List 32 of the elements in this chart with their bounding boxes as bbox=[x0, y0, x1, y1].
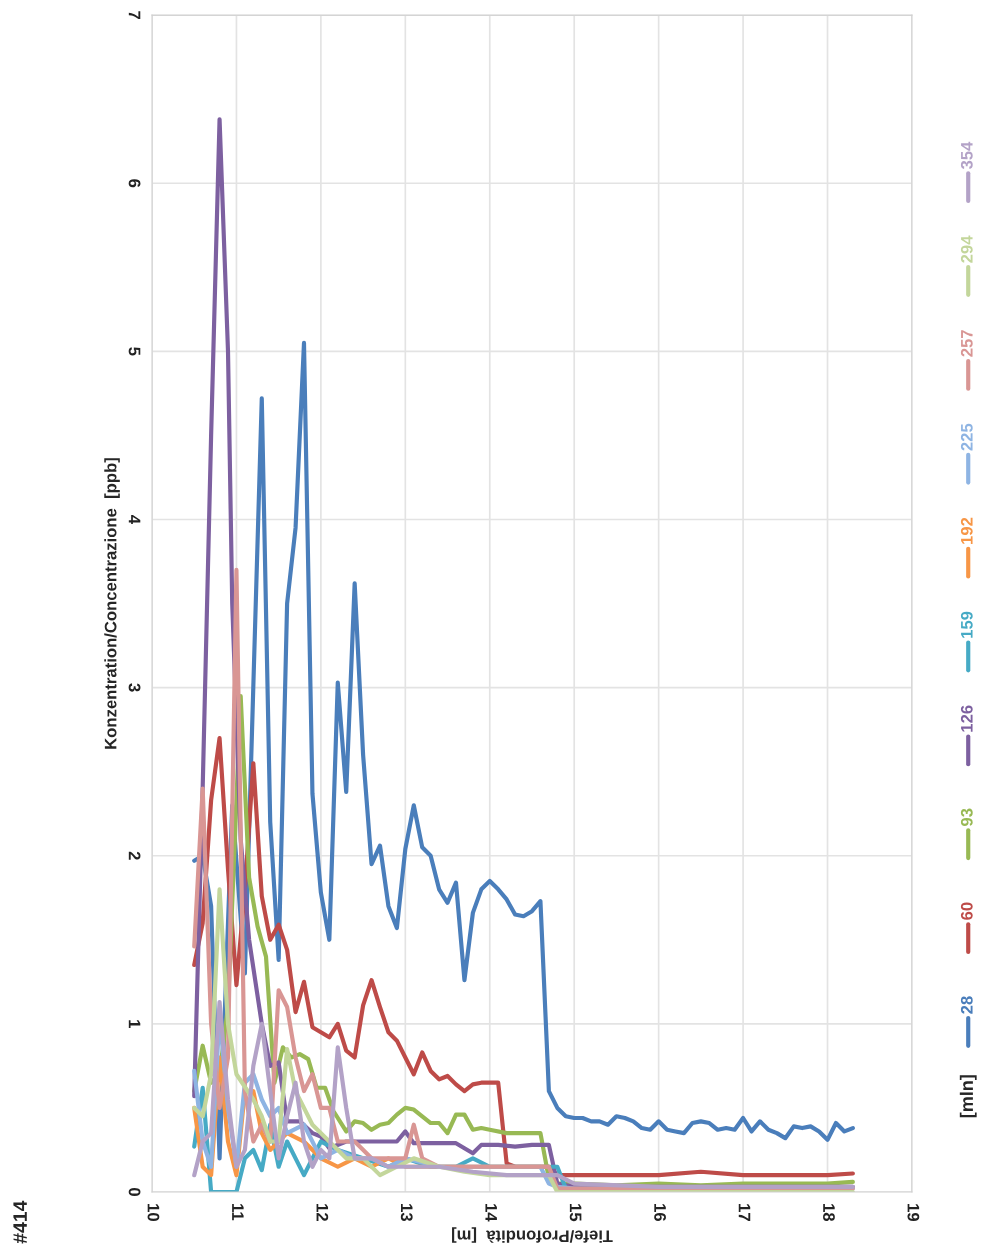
text: 28 bbox=[960, 996, 973, 1014]
y-tick-label: 3 bbox=[128, 683, 141, 692]
y-tick-label: 4 bbox=[128, 515, 141, 525]
x-tick-label: 10 bbox=[147, 1204, 160, 1221]
y-tick-label: 1 bbox=[128, 1020, 141, 1029]
text: 60 bbox=[960, 902, 973, 920]
x-tick-label: 17 bbox=[738, 1204, 751, 1221]
x-tick-label: 18 bbox=[823, 1204, 835, 1222]
x-tick-label: 15 bbox=[569, 1204, 582, 1222]
x-tick-label: 11 bbox=[232, 1204, 244, 1221]
legend-title: [mln] bbox=[959, 1075, 977, 1118]
y-tick-label: 7 bbox=[128, 11, 141, 20]
x-tick-label: 13 bbox=[400, 1204, 413, 1222]
y-tick-label: 6 bbox=[128, 179, 141, 188]
text: 257 bbox=[960, 330, 973, 357]
y-tick-label: 0 bbox=[128, 1187, 141, 1196]
text: 225 bbox=[960, 423, 973, 451]
x-tick-label: 14 bbox=[485, 1204, 497, 1222]
text: #414 bbox=[13, 1200, 27, 1244]
y-axis-title: Konzentration/Concentrazione [ppb] bbox=[104, 458, 120, 749]
text: 354 bbox=[960, 141, 973, 170]
x-axis-title: Tiefe/Profondità [m] bbox=[452, 1227, 613, 1243]
x-tick-label: 16 bbox=[654, 1204, 666, 1222]
x-tick-label: 19 bbox=[907, 1204, 920, 1221]
y-tick-label: 5 bbox=[128, 347, 141, 356]
text: 93 bbox=[960, 808, 973, 826]
text: 126 bbox=[960, 705, 973, 732]
text: 159 bbox=[960, 611, 973, 638]
x-tick-label: 12 bbox=[316, 1204, 329, 1221]
text: 192 bbox=[960, 517, 973, 544]
text: 294 bbox=[960, 235, 973, 263]
y-tick-label: 2 bbox=[128, 851, 141, 860]
